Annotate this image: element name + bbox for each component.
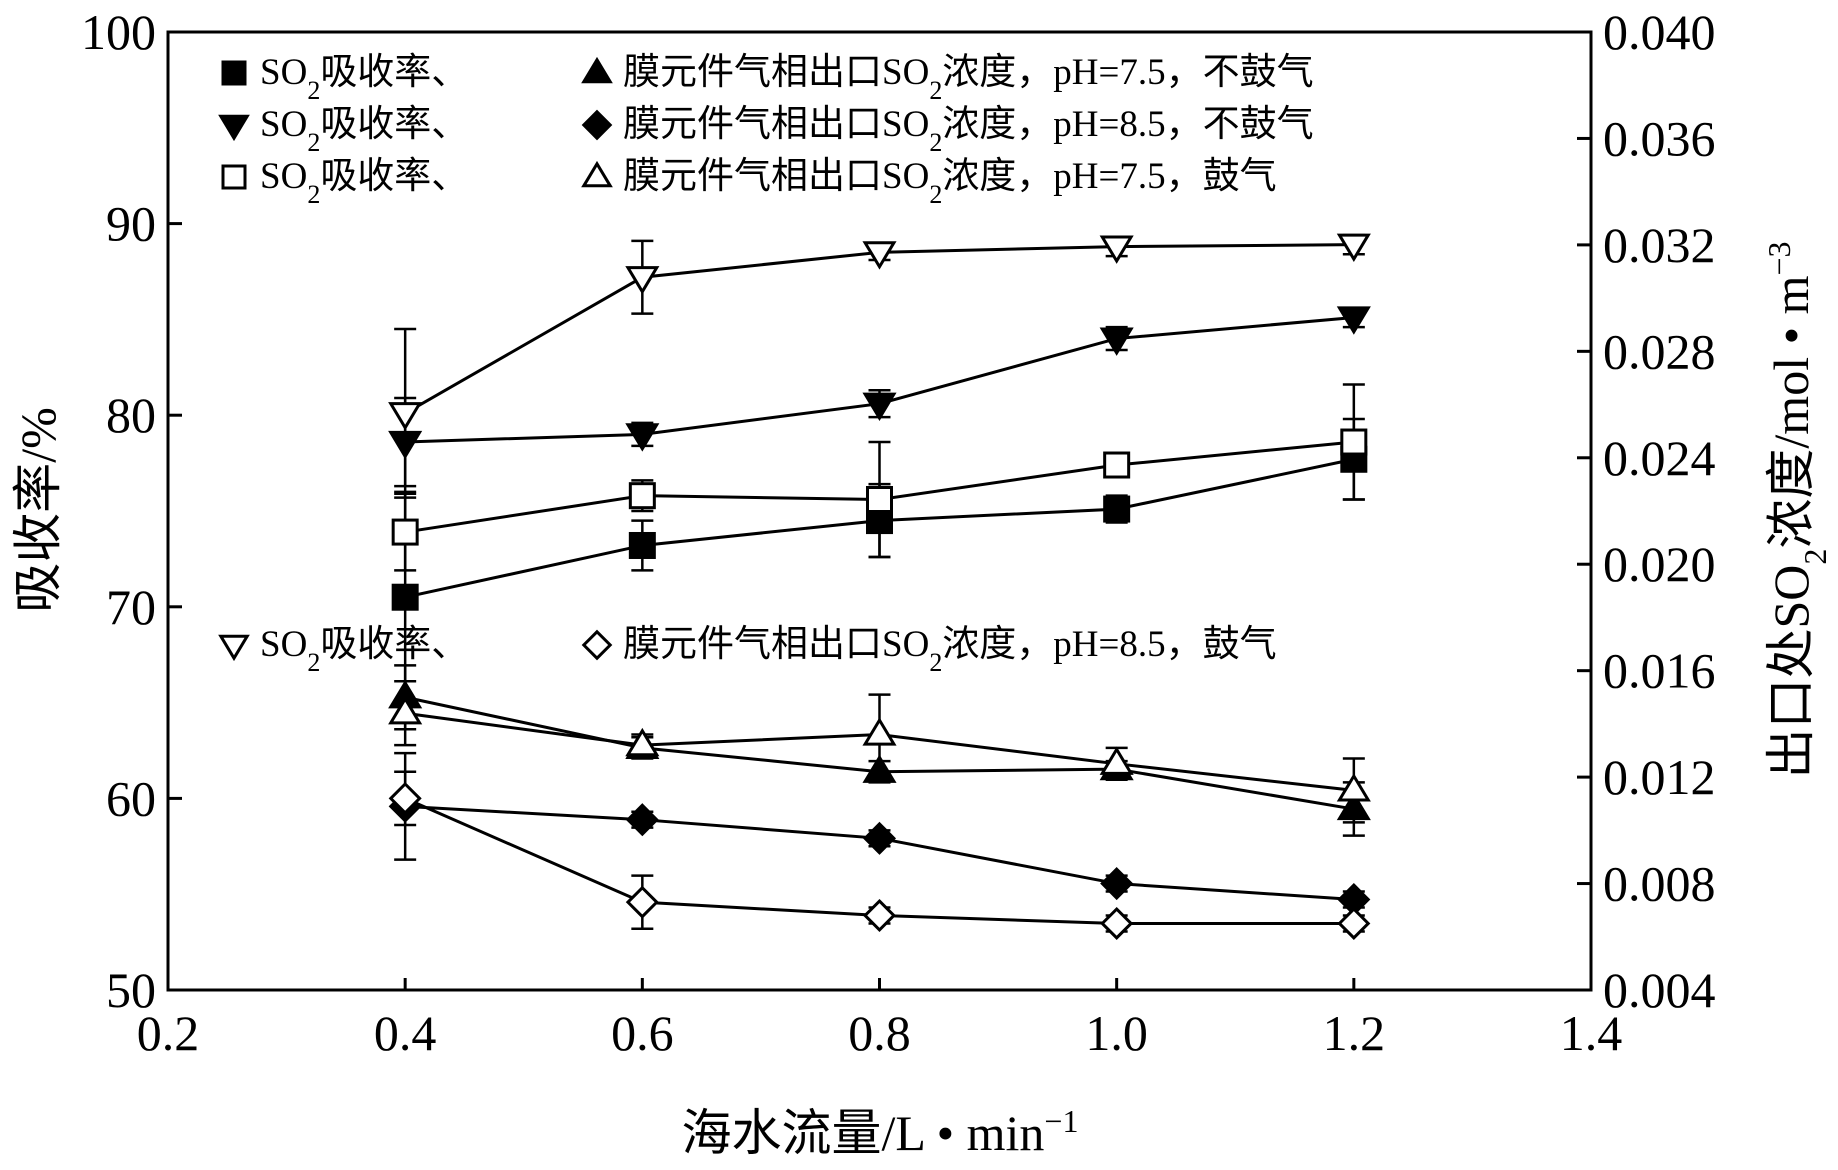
y-right-tick-label: 0.032 [1603,217,1716,273]
x-tick-label: 0.4 [374,1005,437,1061]
legend-label: SO2吸收率、 [260,51,468,105]
data-point [866,486,893,514]
y-right-tick-label: 0.036 [1603,110,1716,166]
data-point [862,898,897,933]
series-3 [391,383,1368,572]
x-tick-label: 0.8 [848,1005,911,1061]
legend-label: 膜元件气相出口SO2浓度，pH=7.5，鼓气 [623,155,1277,209]
x-tick-label: 0.6 [611,1005,674,1061]
data-point [1100,906,1134,940]
legend-label: 膜元件气相出口SO2浓度，pH=8.5，鼓气 [623,623,1277,677]
legend-label: SO2吸收率、 [260,155,468,209]
legend-marker [221,164,247,190]
y-left-tick-label: 90 [106,196,156,252]
y-left-tick-label: 50 [106,962,156,1018]
y-left-tick-label: 60 [106,770,156,826]
data-point [1337,906,1371,940]
legend-entry: SO2吸收率、 膜元件气相出口SO2浓度，pH=7.5，鼓气 [221,155,1277,209]
data-point [1103,451,1131,479]
data-point [862,821,897,855]
series-line [405,315,1354,444]
data-point [388,402,423,431]
legend-marker [581,109,613,141]
data-point [862,717,897,746]
y-left-tick-label: 100 [81,4,156,60]
data-point [388,695,423,725]
data-point [628,531,656,559]
legend-entry: SO2吸收率、 膜元件气相出口SO2浓度，pH=8.5，不鼓气 [218,103,1314,157]
y-right-tick-label: 0.012 [1603,749,1716,805]
data-point [1340,428,1368,456]
data-point [625,885,659,919]
legend-marker [581,56,613,84]
data-point [625,803,659,837]
data-point [625,266,660,295]
x-tick-label: 0.2 [137,1005,200,1061]
data-point [628,482,656,510]
x-tick-label: 1.0 [1085,1005,1148,1061]
data-point [388,781,422,815]
y-right-tick-label: 0.008 [1603,856,1716,912]
data-point [625,727,660,757]
y-right-tick-label: 0.028 [1603,323,1716,379]
data-point [391,518,419,546]
y-right-tick-label: 0.040 [1603,4,1716,60]
axis-labels: 海水流量/L • min−1 吸收率/% 出口处SO2浓度/mol • m−3 [10,241,1833,1161]
x-tick-label: 1.2 [1323,1005,1386,1061]
y-left-axis-title: 吸收率/% [10,407,66,613]
data-point [391,583,419,611]
y-right-tick-label: 0.020 [1603,536,1716,592]
x-axis-title: 海水流量/L • min−1 [682,1103,1079,1161]
y-right-tick-label: 0.024 [1603,430,1716,486]
y-left-tick-label: 80 [106,387,156,443]
legend-entry: SO2吸收率、 膜元件气相出口SO2浓度，pH=8.5，鼓气 [218,623,1277,677]
data-point [1336,233,1371,262]
legend-marker [581,629,613,661]
legend-label: SO2吸收率、 [260,103,468,157]
legend-marker [218,114,250,142]
legend-marker [218,634,250,662]
data-point [1336,306,1371,335]
legend-label: 膜元件气相出口SO2浓度，pH=8.5，不鼓气 [623,103,1314,157]
series-layer [388,233,1371,940]
data-point [1099,746,1134,775]
legend-entry: SO2吸收率、 膜元件气相出口SO2浓度，pH=7.5，不鼓气 [221,51,1314,105]
x-tick-label: 1.4 [1560,1005,1623,1061]
axes-ticks: 0.2 0.4 0.6 0.8 1.0 1.2 1.4 50 60 70 80 90 100 0.004 0… [81,4,1716,1061]
series-4 [388,233,1371,499]
y-left-tick-label: 70 [106,579,156,635]
y-right-tick-label: 0.016 [1603,643,1716,699]
y-right-tick-label: 0.004 [1603,962,1716,1018]
series-8 [388,770,1371,940]
data-point [862,241,897,270]
legend-marker [581,160,613,188]
data-point [625,423,660,452]
y-right-axis-title: 出口处SO2浓度/mol • m−3 [1761,241,1833,778]
data-point [1103,495,1131,523]
data-point [862,392,897,422]
legend-label: 膜元件气相出口SO2浓度，pH=7.5，不鼓气 [623,51,1314,105]
data-point [1100,867,1134,901]
data-point [1099,235,1134,264]
data-point [1336,773,1371,802]
legend-marker [221,60,247,86]
series-7 [388,680,1371,824]
data-point [1099,327,1134,356]
legend-label: SO2吸收率、 [260,623,468,677]
